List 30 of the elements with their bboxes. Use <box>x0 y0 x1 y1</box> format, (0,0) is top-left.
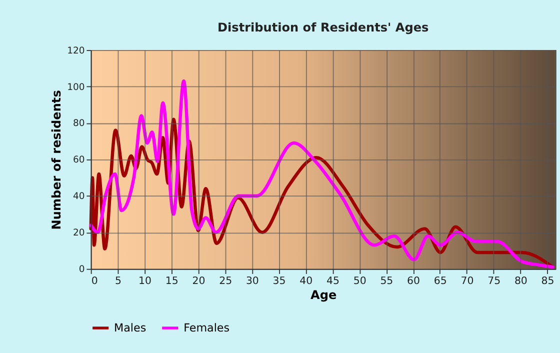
x-tick-label: 75 <box>488 276 501 288</box>
y-axis-title: Number of residents <box>50 90 64 230</box>
y-tick-label: 20 <box>73 228 85 239</box>
x-tick-label: 55 <box>380 276 394 288</box>
x-tick-label: 30 <box>246 276 259 288</box>
y-tick-label: 40 <box>73 191 85 202</box>
x-tick-label: 15 <box>165 276 178 288</box>
y-tick-label: 80 <box>73 118 85 130</box>
x-tick-label: 20 <box>192 276 206 288</box>
chart-title: Distribution of Residents' Ages <box>218 20 429 35</box>
x-axis-title: Age <box>310 288 337 302</box>
y-tick-label: 0 <box>78 264 85 276</box>
x-tick-label: 10 <box>138 276 152 288</box>
x-tick-label: 0 <box>91 276 98 288</box>
x-tick-label: 65 <box>434 276 447 288</box>
x-tick-label: 35 <box>272 276 286 288</box>
x-tick-label: 40 <box>300 276 313 288</box>
x-tick-label: 60 <box>407 276 420 288</box>
y-tick-label: 120 <box>67 45 85 56</box>
x-tick-label: 5 <box>114 276 122 288</box>
x-tick-label: 70 <box>460 276 474 288</box>
x-tick-label: 45 <box>326 276 340 288</box>
x-tick-label: 85 <box>541 276 554 288</box>
y-tick-label: 100 <box>67 82 85 93</box>
legend-label: Females <box>184 322 230 335</box>
legend-label: Males <box>114 322 146 335</box>
x-tick-label: 25 <box>219 276 232 288</box>
y-tick-label: 60 <box>73 154 85 166</box>
x-tick-label: 80 <box>514 276 528 288</box>
x-tick-label: 50 <box>353 276 366 288</box>
